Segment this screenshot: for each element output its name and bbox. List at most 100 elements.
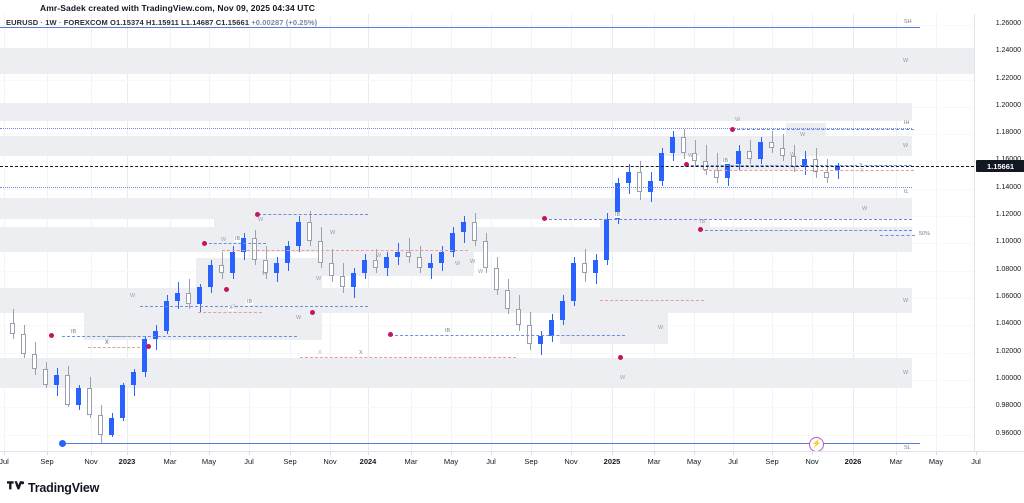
candle-body[interactable] [604, 218, 610, 260]
price-axis-label[interactable]: 1.22000 [995, 74, 1021, 82]
candle-body[interactable] [395, 251, 401, 258]
event-flag-icon[interactable]: ⚡ [809, 436, 824, 451]
candle-body[interactable] [670, 136, 676, 154]
price-axis-label[interactable]: 1.02000 [995, 347, 1021, 355]
candle-body[interactable] [307, 221, 313, 241]
chart-plot-area[interactable]: EURUSD · 1W · FOREXCOM O1.15374 H1.15911… [0, 14, 974, 451]
candle-body[interactable] [736, 150, 742, 165]
candle-body[interactable] [637, 172, 643, 192]
price-axis-label[interactable]: 1.14000 [995, 183, 1021, 191]
candle-body[interactable] [263, 259, 269, 274]
candle-body[interactable] [747, 150, 753, 159]
time-axis-label[interactable]: Mar [889, 457, 903, 466]
candle-body[interactable] [461, 221, 467, 233]
candle-body[interactable] [296, 221, 302, 247]
pivot-marker[interactable] [387, 332, 393, 338]
candle-body[interactable] [252, 237, 258, 260]
candle-body[interactable] [329, 262, 335, 277]
pivot-marker[interactable] [617, 354, 623, 360]
time-axis-label[interactable]: Sep [524, 457, 538, 466]
pivot-marker[interactable] [683, 162, 689, 168]
candle-body[interactable] [54, 374, 60, 386]
price-axis-label[interactable]: 1.10000 [995, 238, 1021, 246]
candle-body[interactable] [802, 158, 808, 167]
price-axis-label[interactable]: 1.20000 [995, 101, 1021, 109]
candle-body[interactable] [450, 232, 456, 252]
candle-body[interactable] [362, 259, 368, 274]
time-axis-label[interactable]: Nov [805, 457, 819, 466]
pivot-marker[interactable] [145, 344, 151, 350]
price-axis[interactable]: 1.26000 1.24000 1.22000 1.20000 1.18000 1.160… [974, 14, 1024, 451]
chart-legend[interactable]: EURUSD · 1W · FOREXCOM O1.15374 H1.15911… [6, 18, 317, 27]
candle-body[interactable] [505, 289, 511, 309]
legend-symbol[interactable]: EURUSD [6, 18, 39, 27]
time-axis-label[interactable]: May [686, 457, 702, 466]
time-axis-label[interactable]: May [201, 457, 217, 466]
pivot-marker[interactable] [697, 227, 703, 233]
candle-body[interactable] [406, 251, 412, 258]
candle-body[interactable] [65, 374, 71, 405]
time-axis-label[interactable]: May [443, 457, 459, 466]
candle-body[interactable] [164, 300, 170, 331]
candle-body[interactable] [109, 418, 115, 435]
time-axis-label[interactable]: Jul [0, 457, 9, 466]
pivot-marker[interactable] [201, 240, 207, 246]
pivot-marker[interactable] [254, 211, 260, 217]
time-axis-label[interactable]: May [928, 457, 944, 466]
legend-interval[interactable]: 1W [45, 18, 57, 27]
candle-body[interactable] [120, 385, 126, 419]
time-axis-label[interactable]: Nov [564, 457, 578, 466]
candle-body[interactable] [10, 322, 16, 334]
candle-body[interactable] [208, 265, 214, 288]
time-axis-label[interactable]: Sep [765, 457, 779, 466]
candle-body[interactable] [32, 354, 38, 370]
price-axis-label[interactable]: 1.18000 [995, 129, 1021, 137]
candle-body[interactable] [186, 292, 192, 304]
candle-body[interactable] [758, 142, 764, 159]
price-axis-label[interactable]: 1.04000 [995, 320, 1021, 328]
time-axis[interactable]: Jul Sep Nov 2023 Mar May Jul Sep Nov 2024 Mar May Ju… [0, 451, 1024, 475]
pivot-marker[interactable] [541, 216, 547, 222]
pivot-marker[interactable] [309, 309, 315, 315]
candle-body[interactable] [780, 147, 786, 157]
time-axis-label[interactable]: Mar [404, 457, 418, 466]
price-axis-label[interactable]: 1.08000 [995, 265, 1021, 273]
candle-body[interactable] [516, 308, 522, 326]
time-axis-label[interactable]: 2024 [359, 457, 377, 466]
price-axis-label[interactable]: 1.16000 [996, 156, 1021, 163]
candle-body[interactable] [835, 166, 841, 171]
time-axis-label[interactable]: Sep [283, 457, 297, 466]
candle-body[interactable] [681, 136, 687, 154]
price-axis-label[interactable]: 1.12000 [995, 211, 1021, 219]
price-axis-label[interactable]: 1.24000 [995, 47, 1021, 55]
time-axis-label[interactable]: Jul [971, 457, 981, 466]
candle-body[interactable] [472, 221, 478, 241]
candle-body[interactable] [824, 172, 830, 178]
candle-body[interactable] [175, 292, 181, 301]
candle-body[interactable] [153, 330, 159, 339]
time-axis-label[interactable]: Jul [728, 457, 738, 466]
candle-body[interactable] [648, 180, 654, 192]
time-axis-label[interactable]: Mar [647, 457, 661, 466]
price-axis-label[interactable]: 0.98000 [995, 402, 1021, 410]
candle-body[interactable] [340, 276, 346, 288]
candle-body[interactable] [428, 262, 434, 268]
time-axis-label[interactable]: Sep [40, 457, 54, 466]
pivot-marker[interactable] [48, 333, 54, 339]
candle-body[interactable] [351, 273, 357, 288]
candle-body[interactable] [241, 237, 247, 252]
candle-body[interactable] [384, 257, 390, 268]
candle-body[interactable] [197, 287, 203, 304]
swing-low-marker[interactable] [58, 439, 66, 447]
price-axis-label[interactable]: 1.26000 [995, 19, 1021, 27]
candle-body[interactable] [714, 169, 720, 178]
candle-body[interactable] [483, 240, 489, 268]
candle-body[interactable] [538, 336, 544, 345]
candle-body[interactable] [285, 246, 291, 263]
time-axis-label[interactable]: Nov [323, 457, 337, 466]
candle-body[interactable] [417, 257, 423, 268]
candle-body[interactable] [626, 172, 632, 184]
candle-body[interactable] [494, 268, 500, 290]
price-axis-label[interactable]: 1.00000 [995, 374, 1021, 382]
candle-body[interactable] [769, 142, 775, 148]
